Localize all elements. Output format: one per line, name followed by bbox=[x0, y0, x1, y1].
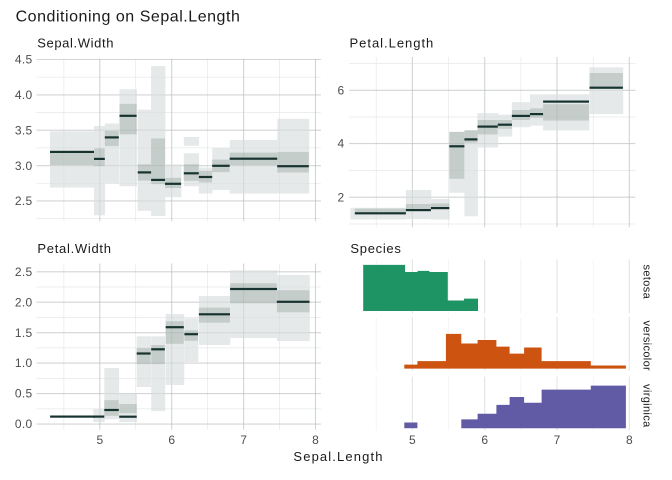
svg-text:2: 2 bbox=[338, 190, 345, 204]
svg-text:3.0: 3.0 bbox=[15, 159, 33, 173]
svg-text:7: 7 bbox=[554, 433, 561, 447]
svg-text:Sepal.Length: Sepal.Length bbox=[293, 449, 383, 464]
svg-text:setosa: setosa bbox=[641, 265, 653, 300]
svg-text:0.5: 0.5 bbox=[15, 387, 33, 401]
svg-text:3.5: 3.5 bbox=[15, 123, 33, 137]
svg-text:2.5: 2.5 bbox=[15, 265, 33, 279]
svg-text:6: 6 bbox=[338, 83, 345, 97]
svg-text:5: 5 bbox=[96, 433, 103, 447]
svg-text:8: 8 bbox=[312, 433, 319, 447]
svg-text:6: 6 bbox=[481, 433, 488, 447]
svg-text:0.0: 0.0 bbox=[15, 417, 33, 431]
svg-text:7: 7 bbox=[240, 433, 247, 447]
svg-text:5: 5 bbox=[409, 433, 416, 447]
svg-text:4: 4 bbox=[338, 137, 345, 151]
svg-text:8: 8 bbox=[626, 433, 633, 447]
svg-text:versicolor: versicolor bbox=[641, 321, 653, 372]
svg-text:Species: Species bbox=[350, 241, 401, 256]
svg-text:2.0: 2.0 bbox=[15, 295, 33, 309]
svg-text:Sepal.Width: Sepal.Width bbox=[37, 35, 114, 50]
svg-text:4.0: 4.0 bbox=[15, 88, 33, 102]
svg-text:Petal.Width: Petal.Width bbox=[37, 241, 111, 256]
svg-text:1.5: 1.5 bbox=[15, 326, 33, 340]
svg-text:4.5: 4.5 bbox=[15, 53, 33, 67]
svg-text:2.5: 2.5 bbox=[15, 194, 33, 208]
svg-text:1.0: 1.0 bbox=[15, 356, 33, 370]
svg-text:Petal.Length: Petal.Length bbox=[350, 35, 435, 50]
svg-text:virginica: virginica bbox=[641, 384, 653, 428]
svg-text:Conditioning on Sepal.Length: Conditioning on Sepal.Length bbox=[16, 9, 241, 26]
svg-text:6: 6 bbox=[168, 433, 175, 447]
